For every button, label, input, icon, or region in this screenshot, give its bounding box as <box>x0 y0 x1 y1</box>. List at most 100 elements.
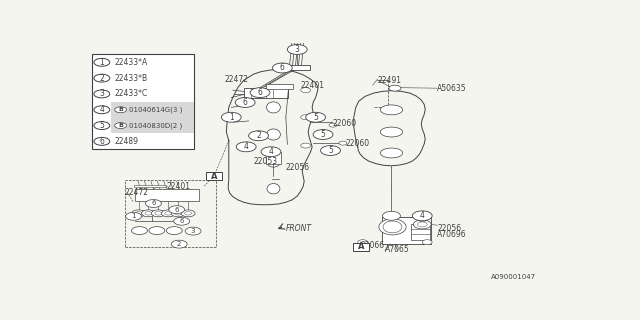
FancyBboxPatch shape <box>111 102 194 118</box>
Text: 6: 6 <box>258 88 262 97</box>
Text: 22060: 22060 <box>346 139 369 148</box>
Circle shape <box>155 212 162 215</box>
Text: 01040830D(2 ): 01040830D(2 ) <box>129 122 182 129</box>
Text: 2: 2 <box>256 131 261 140</box>
Text: FRONT: FRONT <box>286 224 312 233</box>
Text: 5: 5 <box>321 130 326 139</box>
Text: 22053: 22053 <box>253 157 278 166</box>
Text: 5: 5 <box>328 146 333 155</box>
Circle shape <box>321 146 340 156</box>
Circle shape <box>94 137 110 145</box>
FancyBboxPatch shape <box>412 224 430 240</box>
Circle shape <box>236 142 256 152</box>
FancyBboxPatch shape <box>381 217 431 244</box>
Circle shape <box>173 217 189 225</box>
Text: 1: 1 <box>99 58 104 67</box>
Circle shape <box>287 44 307 54</box>
Circle shape <box>339 141 347 145</box>
Text: 22401: 22401 <box>167 182 191 191</box>
Text: 5: 5 <box>313 113 318 122</box>
Text: 22401: 22401 <box>301 81 324 90</box>
Text: A: A <box>358 242 364 251</box>
Text: 01040614G(3 ): 01040614G(3 ) <box>129 107 182 113</box>
Circle shape <box>236 98 255 108</box>
Circle shape <box>221 112 241 122</box>
FancyBboxPatch shape <box>266 84 293 89</box>
Circle shape <box>135 212 142 215</box>
Text: A: A <box>211 172 217 181</box>
Text: 22066: 22066 <box>360 241 385 250</box>
Text: 1: 1 <box>229 113 234 122</box>
FancyBboxPatch shape <box>206 172 222 180</box>
Circle shape <box>115 123 127 129</box>
Circle shape <box>273 63 292 73</box>
Circle shape <box>172 210 185 217</box>
Circle shape <box>149 227 165 235</box>
Ellipse shape <box>266 156 280 167</box>
Circle shape <box>389 85 401 91</box>
Circle shape <box>301 115 310 120</box>
Text: A090001047: A090001047 <box>491 275 536 280</box>
FancyBboxPatch shape <box>111 118 194 133</box>
Circle shape <box>165 212 172 215</box>
Ellipse shape <box>380 127 403 137</box>
Text: A70696: A70696 <box>437 230 467 239</box>
Text: 6: 6 <box>151 201 156 206</box>
FancyBboxPatch shape <box>125 180 216 247</box>
Circle shape <box>166 227 182 235</box>
Ellipse shape <box>383 221 402 233</box>
FancyBboxPatch shape <box>134 185 166 188</box>
Text: 2: 2 <box>177 241 181 247</box>
Text: 22433*B: 22433*B <box>115 74 148 83</box>
Circle shape <box>185 212 191 215</box>
Text: 4: 4 <box>244 142 248 151</box>
Text: 22056: 22056 <box>437 224 461 233</box>
Circle shape <box>417 222 428 227</box>
Text: 6: 6 <box>243 98 248 107</box>
Text: 4: 4 <box>420 211 425 220</box>
Circle shape <box>301 143 310 148</box>
Circle shape <box>383 212 401 220</box>
Circle shape <box>152 210 165 217</box>
Text: 3: 3 <box>99 90 104 99</box>
Text: 4: 4 <box>269 147 273 156</box>
Circle shape <box>115 107 127 113</box>
Circle shape <box>94 58 110 66</box>
Circle shape <box>94 106 110 114</box>
Circle shape <box>249 131 269 141</box>
Circle shape <box>94 90 110 98</box>
Text: 4: 4 <box>99 105 104 114</box>
Ellipse shape <box>379 219 406 235</box>
Text: 6: 6 <box>179 218 184 224</box>
Circle shape <box>422 240 432 244</box>
FancyBboxPatch shape <box>244 88 289 98</box>
Circle shape <box>185 227 201 235</box>
Ellipse shape <box>380 105 403 115</box>
Ellipse shape <box>267 184 280 194</box>
Text: 6: 6 <box>280 63 285 72</box>
Circle shape <box>261 147 281 157</box>
Text: 22433*A: 22433*A <box>115 58 148 67</box>
Text: 2: 2 <box>99 74 104 83</box>
Circle shape <box>145 212 152 215</box>
FancyBboxPatch shape <box>92 54 194 149</box>
Circle shape <box>94 74 110 82</box>
Text: 22472: 22472 <box>125 188 148 197</box>
Text: 22472: 22472 <box>225 75 249 84</box>
Circle shape <box>417 217 428 221</box>
Text: 3: 3 <box>295 45 300 54</box>
Text: A50635: A50635 <box>437 84 467 93</box>
Circle shape <box>145 200 161 207</box>
Ellipse shape <box>266 102 280 113</box>
Circle shape <box>181 210 195 217</box>
Circle shape <box>306 112 326 122</box>
Circle shape <box>161 210 175 217</box>
Text: B: B <box>118 107 123 112</box>
Circle shape <box>329 123 337 127</box>
FancyBboxPatch shape <box>282 65 310 70</box>
FancyBboxPatch shape <box>134 189 199 201</box>
Text: 6: 6 <box>175 207 179 213</box>
Text: 22433*C: 22433*C <box>115 90 148 99</box>
Circle shape <box>169 206 185 213</box>
Text: 22491: 22491 <box>378 76 402 85</box>
